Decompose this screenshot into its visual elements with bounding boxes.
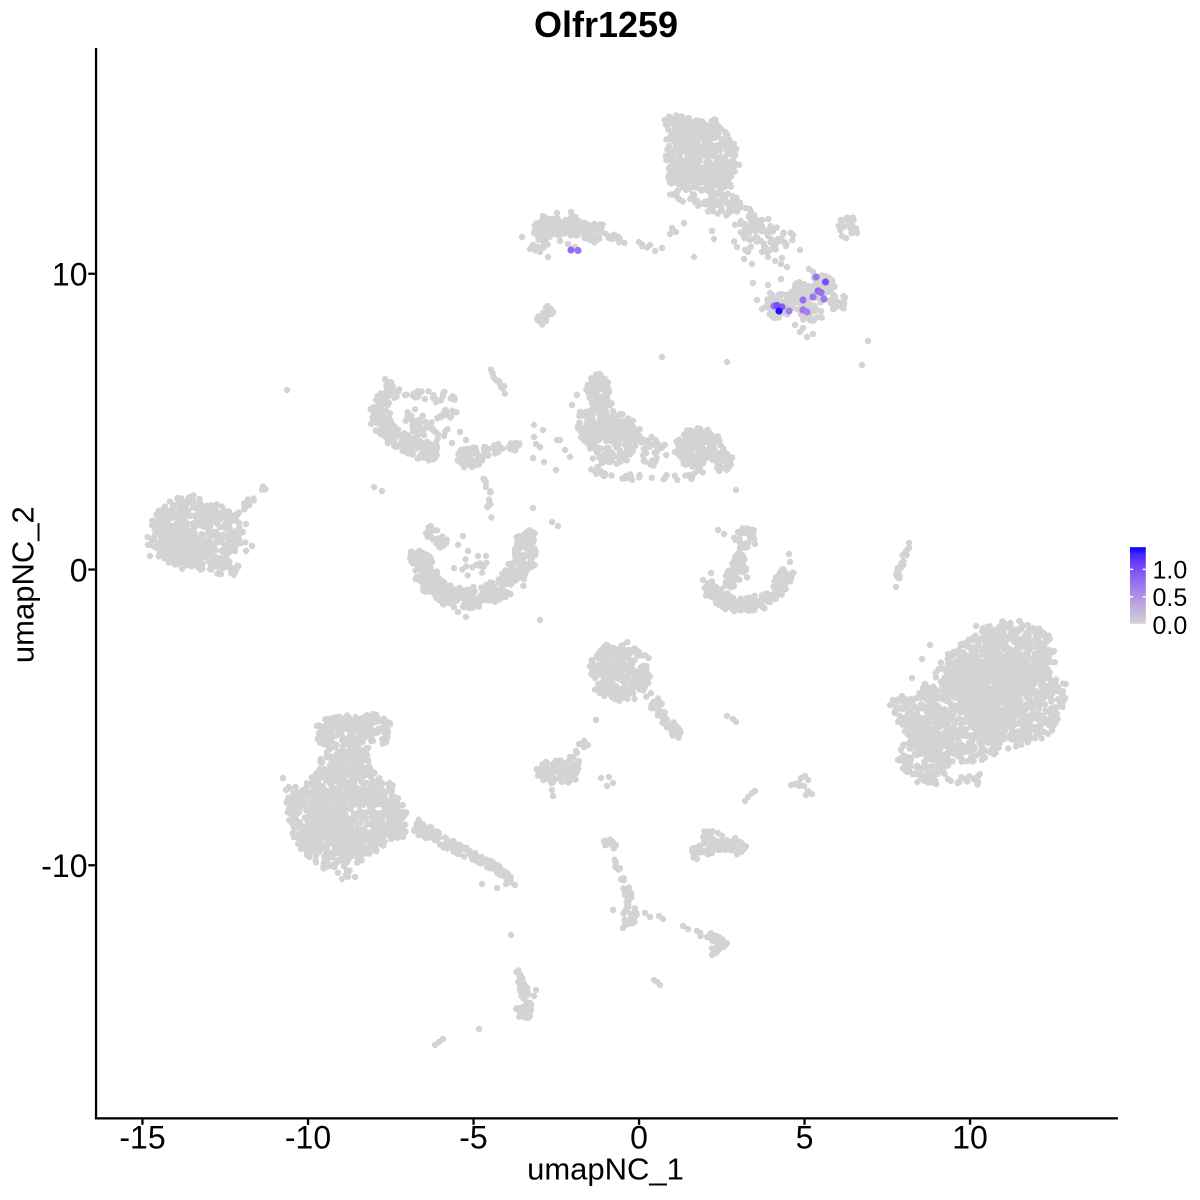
svg-text:-10: -10 <box>41 848 87 884</box>
svg-text:0.0: 0.0 <box>1153 612 1188 640</box>
svg-text:5: 5 <box>796 1120 814 1156</box>
svg-text:-15: -15 <box>119 1120 165 1156</box>
svg-text:umapNC_2: umapNC_2 <box>6 506 41 663</box>
svg-text:10: 10 <box>952 1120 988 1156</box>
svg-text:1.0: 1.0 <box>1153 556 1188 584</box>
svg-text:0.5: 0.5 <box>1153 584 1188 612</box>
svg-text:Olfr1259: Olfr1259 <box>534 4 678 45</box>
svg-text:-10: -10 <box>285 1120 331 1156</box>
svg-text:0: 0 <box>630 1120 648 1156</box>
svg-text:0: 0 <box>70 553 88 589</box>
svg-text:umapNC_1: umapNC_1 <box>527 1152 684 1187</box>
svg-text:10: 10 <box>52 257 88 293</box>
svg-text:-5: -5 <box>459 1120 487 1156</box>
